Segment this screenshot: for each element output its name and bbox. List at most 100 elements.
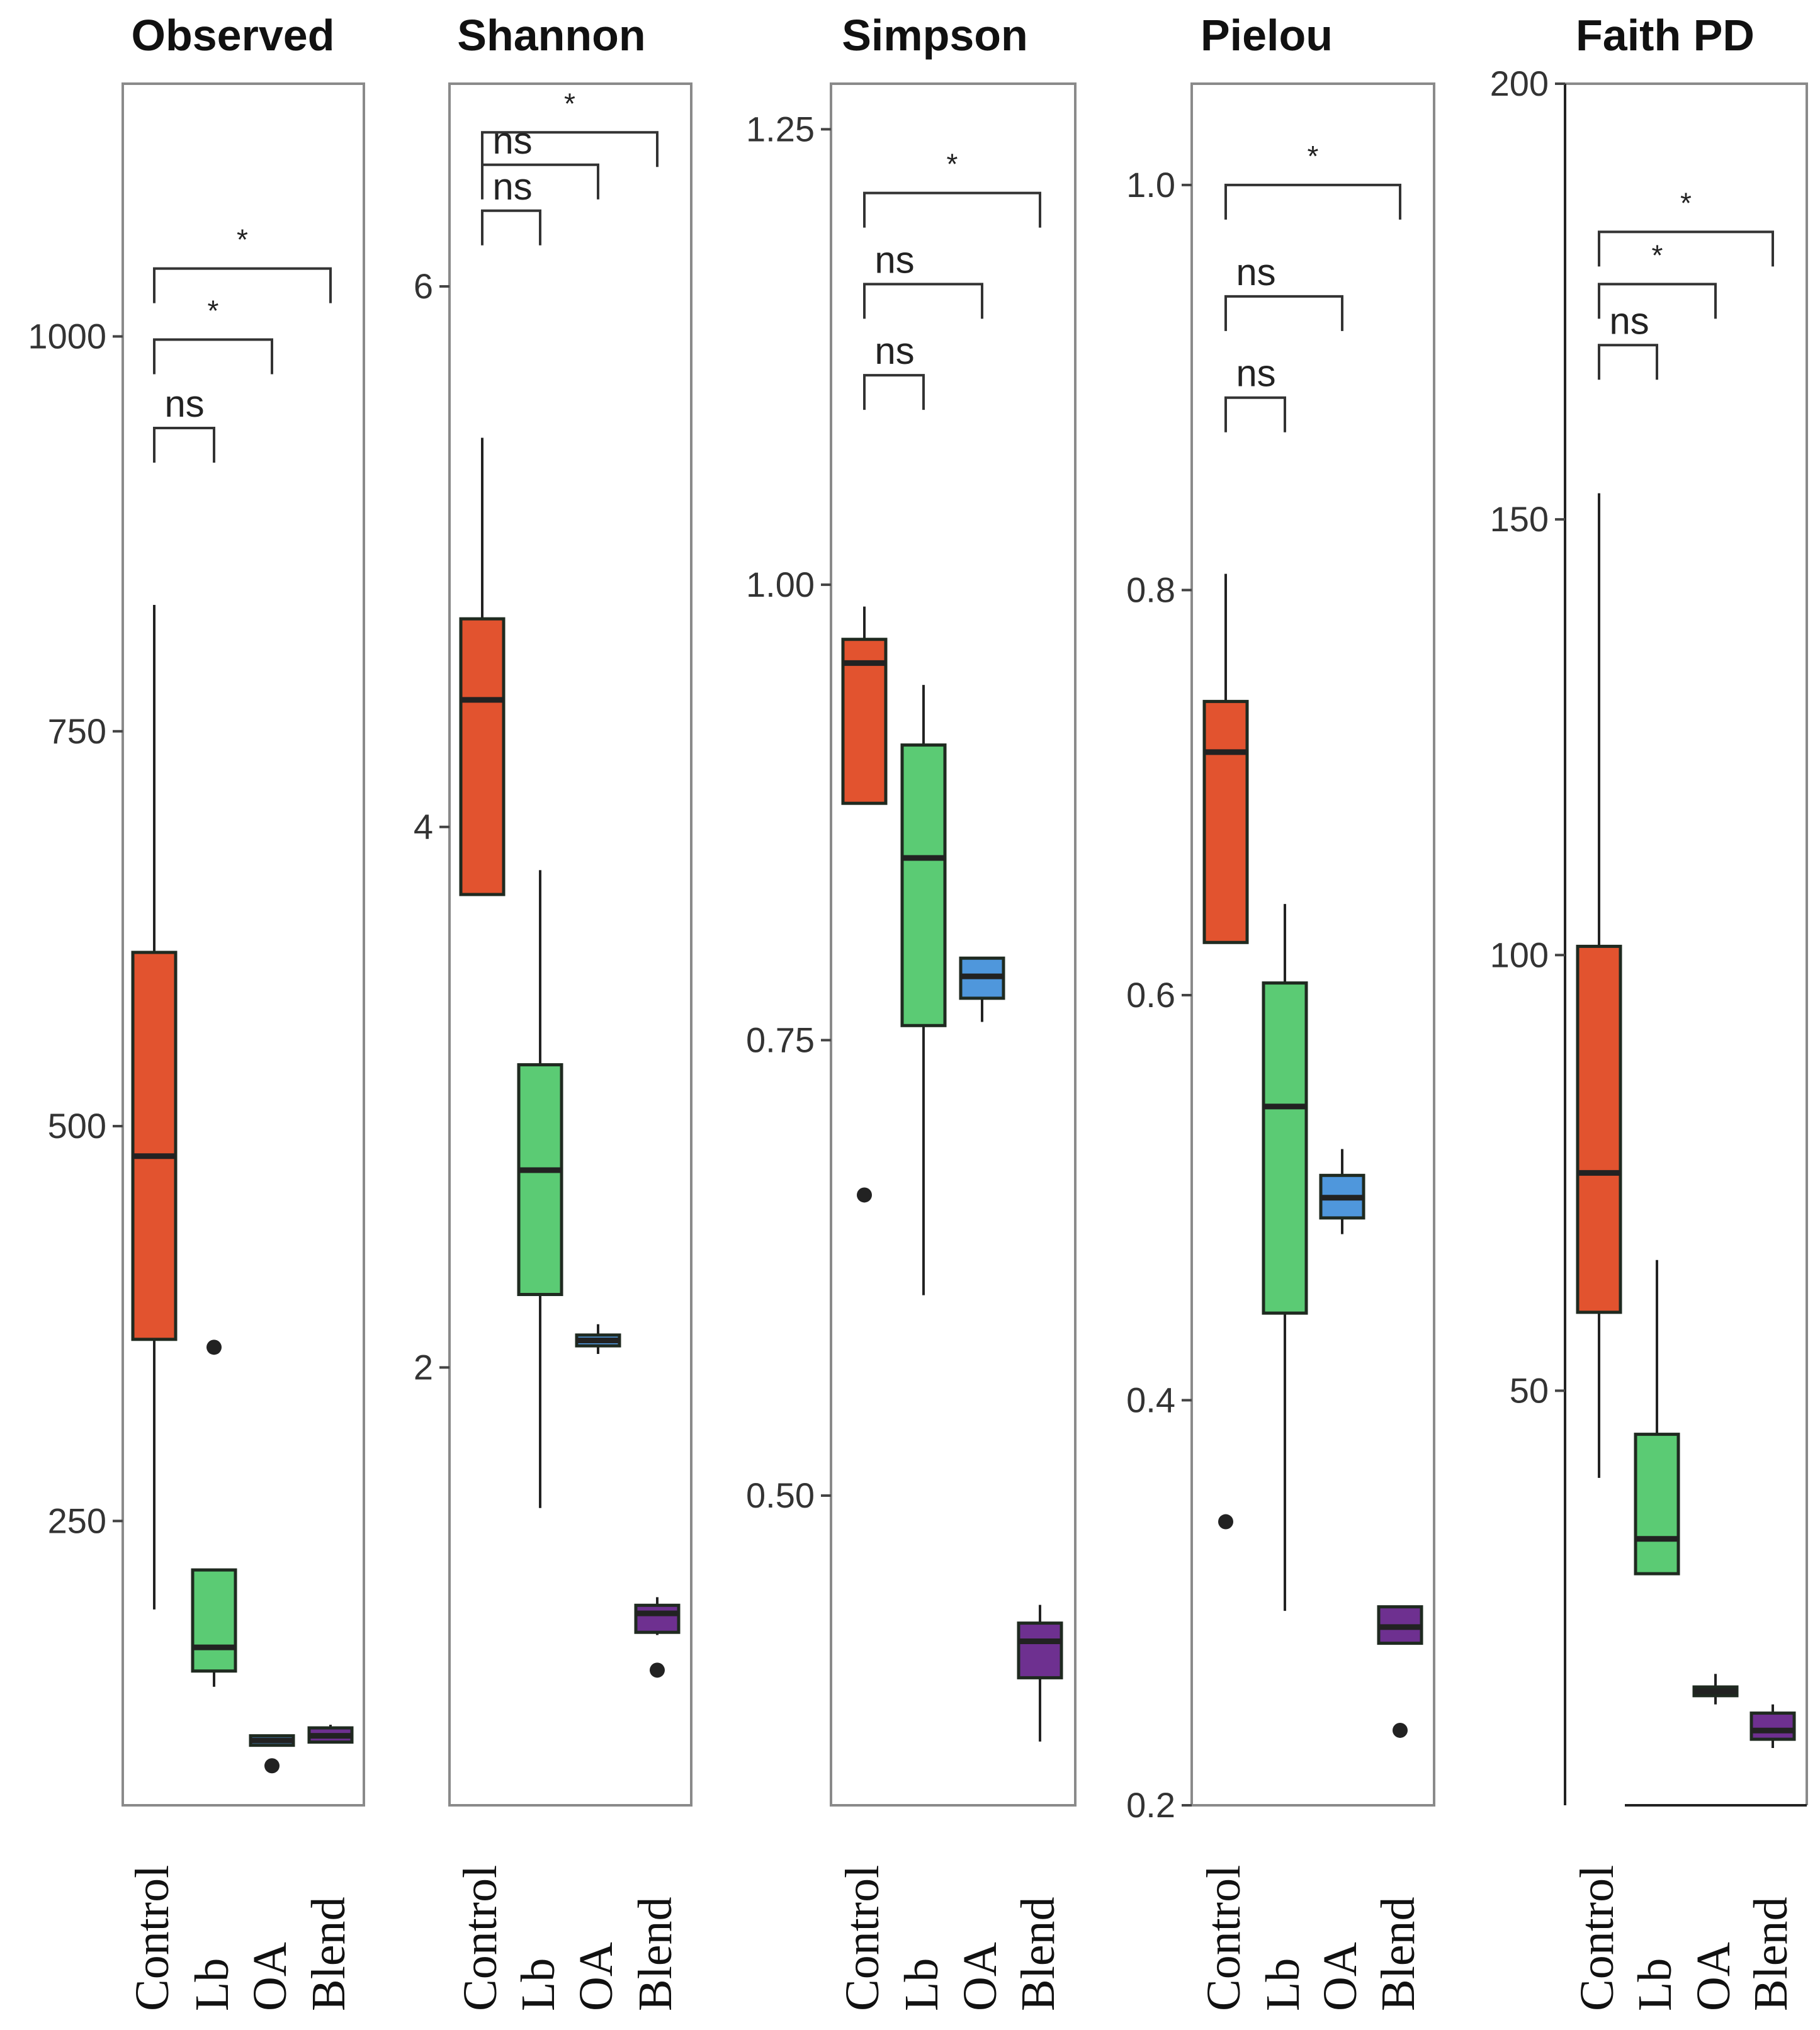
y-tick-label: 100 [1490,935,1549,974]
panel-frame [1190,82,1435,1807]
x-category-label: Lb [512,1958,565,2011]
x-category-label: Blend [1372,1897,1425,2011]
y-tick-label: 500 [48,1106,106,1146]
x-category-label: OA [244,1942,297,2011]
comparison-bracket [481,131,658,167]
y-tick-label: 750 [48,711,106,751]
y-tick-label: 0.75 [746,1020,815,1059]
box-lb [1262,904,1308,1611]
y-tick-label: 2 [414,1347,433,1387]
box-oa [1319,1149,1365,1234]
comparison-bracket [1598,344,1658,380]
box-body [634,1603,681,1634]
significance-label: * [208,294,219,327]
box-oa [575,1324,621,1354]
comparison-bracket [1224,295,1343,331]
x-category-label: Control [836,1865,889,2011]
box-body [841,638,888,805]
y-tick-label: 0.50 [746,1475,815,1515]
comparison-bracket [481,163,599,200]
x-category-label: Blend [1744,1897,1797,2011]
y-tick-label: 1.25 [746,109,815,149]
comparison-control-lb: ns [1598,300,1658,380]
x-category-label: Control [1571,1865,1624,2011]
x-category-label: Lb [895,1958,948,2011]
x-category-label: Blend [1012,1897,1065,2011]
panel-frame [830,82,1077,1807]
outlier-point [1393,1722,1408,1738]
box-lb [900,685,947,1295]
comparison-bracket [1598,283,1717,319]
y-tick-label: 50 [1510,1370,1549,1410]
comparison-bracket [863,283,983,319]
comparison-control-lb: ns [863,330,925,410]
significance-label: ns [874,239,914,281]
comparison-control-lb: ns [153,383,215,463]
x-category-label: OA [1687,1942,1740,2011]
comparison-control-blend: * [153,223,332,303]
outlier-point [264,1758,280,1774]
box-body [1017,1621,1063,1679]
comparison-control-oa: * [1598,239,1717,319]
box-body [459,617,506,896]
box-control [841,606,888,1203]
outlier-point [206,1339,222,1355]
x-category-label: Blend [629,1897,682,2011]
box-body [517,1063,563,1297]
box-body [191,1568,237,1673]
panel-title: Shannon [457,11,645,60]
comparison-control-blend: * [1598,186,1774,267]
x-category-label: Lb [1629,1958,1682,2011]
box-control [131,605,178,1610]
comparison-control-blend: * [1224,140,1401,220]
significance-label: * [947,148,958,181]
panel-observed: Observed 250 500 750 1000 * * ns Control Lb OA Blen… [28,11,365,2011]
outlier-point [650,1662,665,1678]
box-control [459,437,506,896]
y-tick-label: 1000 [28,316,106,356]
x-category-label: Blend [302,1897,355,2011]
box-control [1202,573,1249,1530]
comparison-bracket [1224,183,1401,220]
comparison-control-blend: * [863,148,1041,228]
x-category-label: OA [1314,1942,1367,2011]
outlier-point [857,1187,872,1203]
significance-label: * [564,87,575,120]
significance-label: ns [492,120,532,162]
box-body [1262,981,1308,1315]
significance-label: * [237,223,248,256]
comparison-control-oa: ns [481,120,599,200]
box-blend [634,1597,681,1678]
significance-label: ns [164,383,204,425]
panel-title: Pielou [1201,11,1333,60]
comparison-control-oa: ns [863,239,983,319]
panel-title: Observed [132,11,335,60]
panel-pielou: Pielou 0.2 0.4 0.6 0.8 1.0 * ns ns Control Lb OA Ble… [1126,11,1435,2011]
box-body [1202,699,1249,944]
y-tick-label: 250 [48,1501,106,1540]
box-control [1576,493,1622,1478]
panel-frame [448,82,692,1807]
comparison-bracket [153,267,332,303]
comparison-bracket [153,338,273,375]
comparison-control-blend: * [481,87,658,167]
box-body [131,950,178,1341]
significance-label: * [1680,186,1692,219]
comparison-control-lb: ns [1224,352,1286,432]
panel-frame [1565,82,1808,1805]
y-tick-label: 200 [1490,64,1549,103]
box-body [1576,944,1622,1314]
outlier-point [1218,1514,1233,1530]
comparison-control-lb: ns [481,166,541,245]
box-oa [959,956,1005,1022]
box-oa [249,1734,295,1774]
y-tick-label: 0.8 [1126,570,1175,609]
y-tick-label: 1.00 [746,565,815,604]
comparison-bracket [481,209,541,245]
box-lb [517,870,563,1508]
comparison-bracket [1224,396,1286,432]
x-category-label: Control [1197,1865,1250,2011]
y-tick-label: 0.4 [1126,1380,1175,1419]
